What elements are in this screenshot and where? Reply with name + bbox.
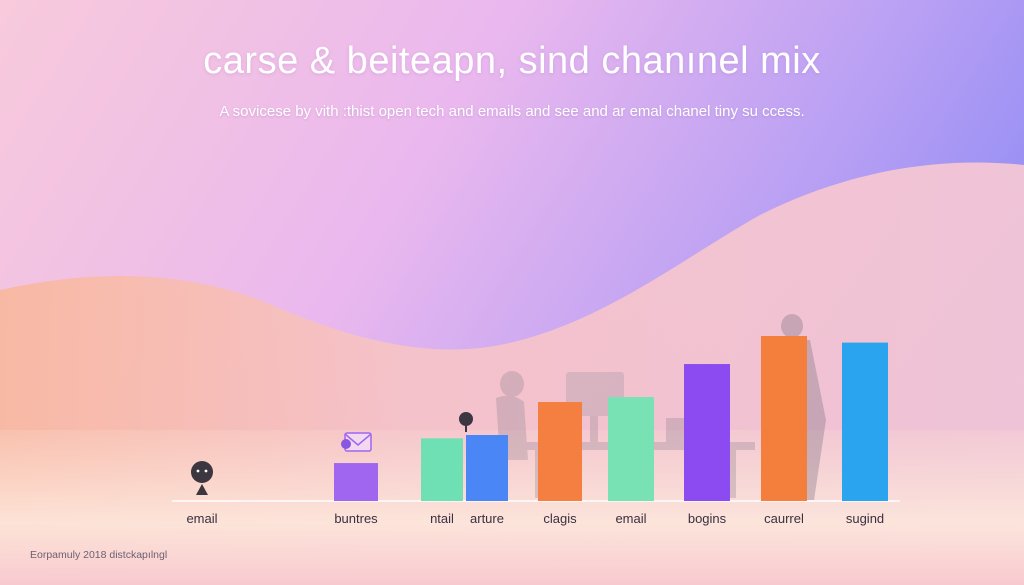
bar-5 <box>538 402 582 501</box>
category-label-1: email <box>186 511 217 526</box>
bar-7 <box>684 364 730 501</box>
category-label-9: sugind <box>846 511 884 526</box>
envelope-icon <box>341 432 372 452</box>
category-label-3: ntail <box>430 511 454 526</box>
category-label-2: buntres <box>334 511 378 526</box>
person-pin-icon <box>459 412 473 432</box>
category-label-8: caurrel <box>764 511 804 526</box>
bar-8 <box>761 336 807 501</box>
bar-2 <box>334 463 378 501</box>
footer-note: Eorpamuly 2018 distckapılngl <box>30 549 168 561</box>
category-label-4: arture <box>470 511 504 526</box>
bar-4 <box>466 435 508 501</box>
bar-9 <box>842 342 888 501</box>
category-label-7: bogins <box>688 511 727 526</box>
bar-6 <box>608 397 654 501</box>
category-label-5: clagis <box>543 511 577 526</box>
chart-subtitle: A sovicese by vith :thist open tech and … <box>219 103 805 120</box>
chart-title: carse & beiteapn, sind chanınel mix <box>203 40 821 82</box>
person-avatar-icon <box>191 461 213 495</box>
bar-3 <box>421 438 463 501</box>
category-label-6: email <box>615 511 646 526</box>
